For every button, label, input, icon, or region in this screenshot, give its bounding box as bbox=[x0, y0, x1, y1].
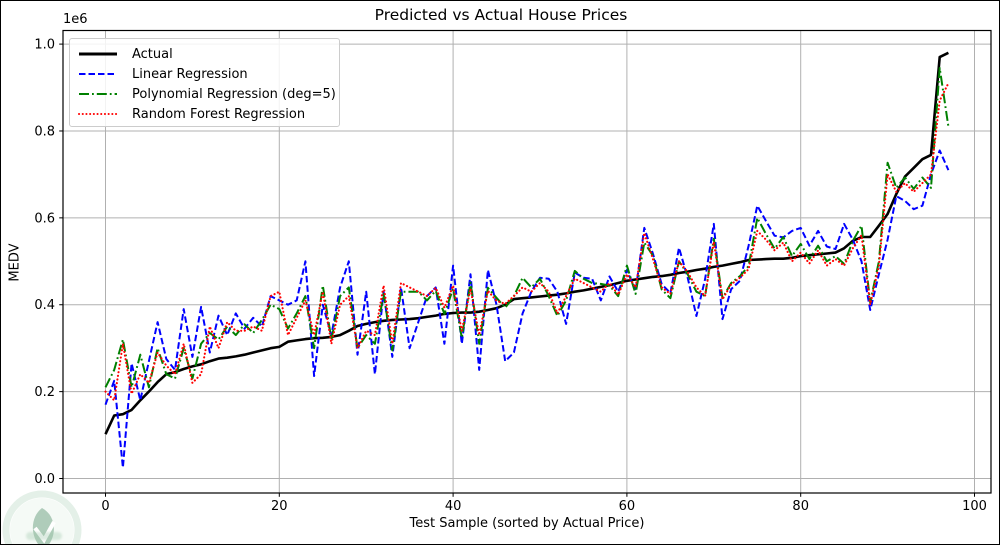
legend-line-sample bbox=[78, 113, 118, 115]
x-tick-label: 20 bbox=[271, 499, 288, 514]
x-tick-label: 60 bbox=[619, 499, 636, 514]
x-tick-label: 80 bbox=[792, 499, 809, 514]
y-tick-label: 0.0 bbox=[34, 472, 55, 487]
legend-line-sample bbox=[79, 52, 117, 56]
series-line-2 bbox=[104, 67, 950, 389]
legend-label: Actual bbox=[132, 46, 173, 62]
y-tick-label: 0.8 bbox=[34, 124, 55, 139]
legend-line-sample bbox=[79, 93, 117, 95]
x-tick-label: 100 bbox=[962, 499, 987, 514]
legend: Actual Linear Regression Polynomial Regres… bbox=[69, 38, 340, 127]
legend-label: Polynomial Regression (deg=5) bbox=[132, 86, 336, 102]
axes-spines bbox=[62, 29, 992, 494]
y-tick-label: 0.4 bbox=[34, 298, 55, 313]
legend-item-0: Actual bbox=[78, 44, 331, 64]
legend-label: Linear Regression bbox=[132, 66, 248, 82]
y-tick-label: 0.6 bbox=[34, 211, 55, 226]
legend-item-1: Linear Regression bbox=[78, 64, 331, 84]
y-axis-offset-label: 1e6 bbox=[63, 12, 88, 27]
y-tick-label: 0.2 bbox=[34, 385, 55, 400]
series-line-3 bbox=[104, 82, 950, 402]
chart-title: Predicted vs Actual House Prices bbox=[374, 6, 628, 24]
x-tick-label: 40 bbox=[445, 499, 462, 514]
y-axis-label: MEDV bbox=[7, 243, 23, 282]
series-line-1 bbox=[104, 149, 950, 469]
legend-item-2: Polynomial Regression (deg=5) bbox=[78, 84, 336, 104]
x-tick-label: 0 bbox=[101, 499, 109, 514]
legend-line-sample bbox=[79, 73, 117, 75]
legend-label: Random Forest Regression bbox=[132, 106, 306, 122]
y-tick-label: 1.0 bbox=[34, 38, 55, 53]
legend-item-3: Random Forest Regression bbox=[78, 104, 331, 124]
x-axis-label: Test Sample (sorted by Actual Price) bbox=[409, 516, 645, 531]
